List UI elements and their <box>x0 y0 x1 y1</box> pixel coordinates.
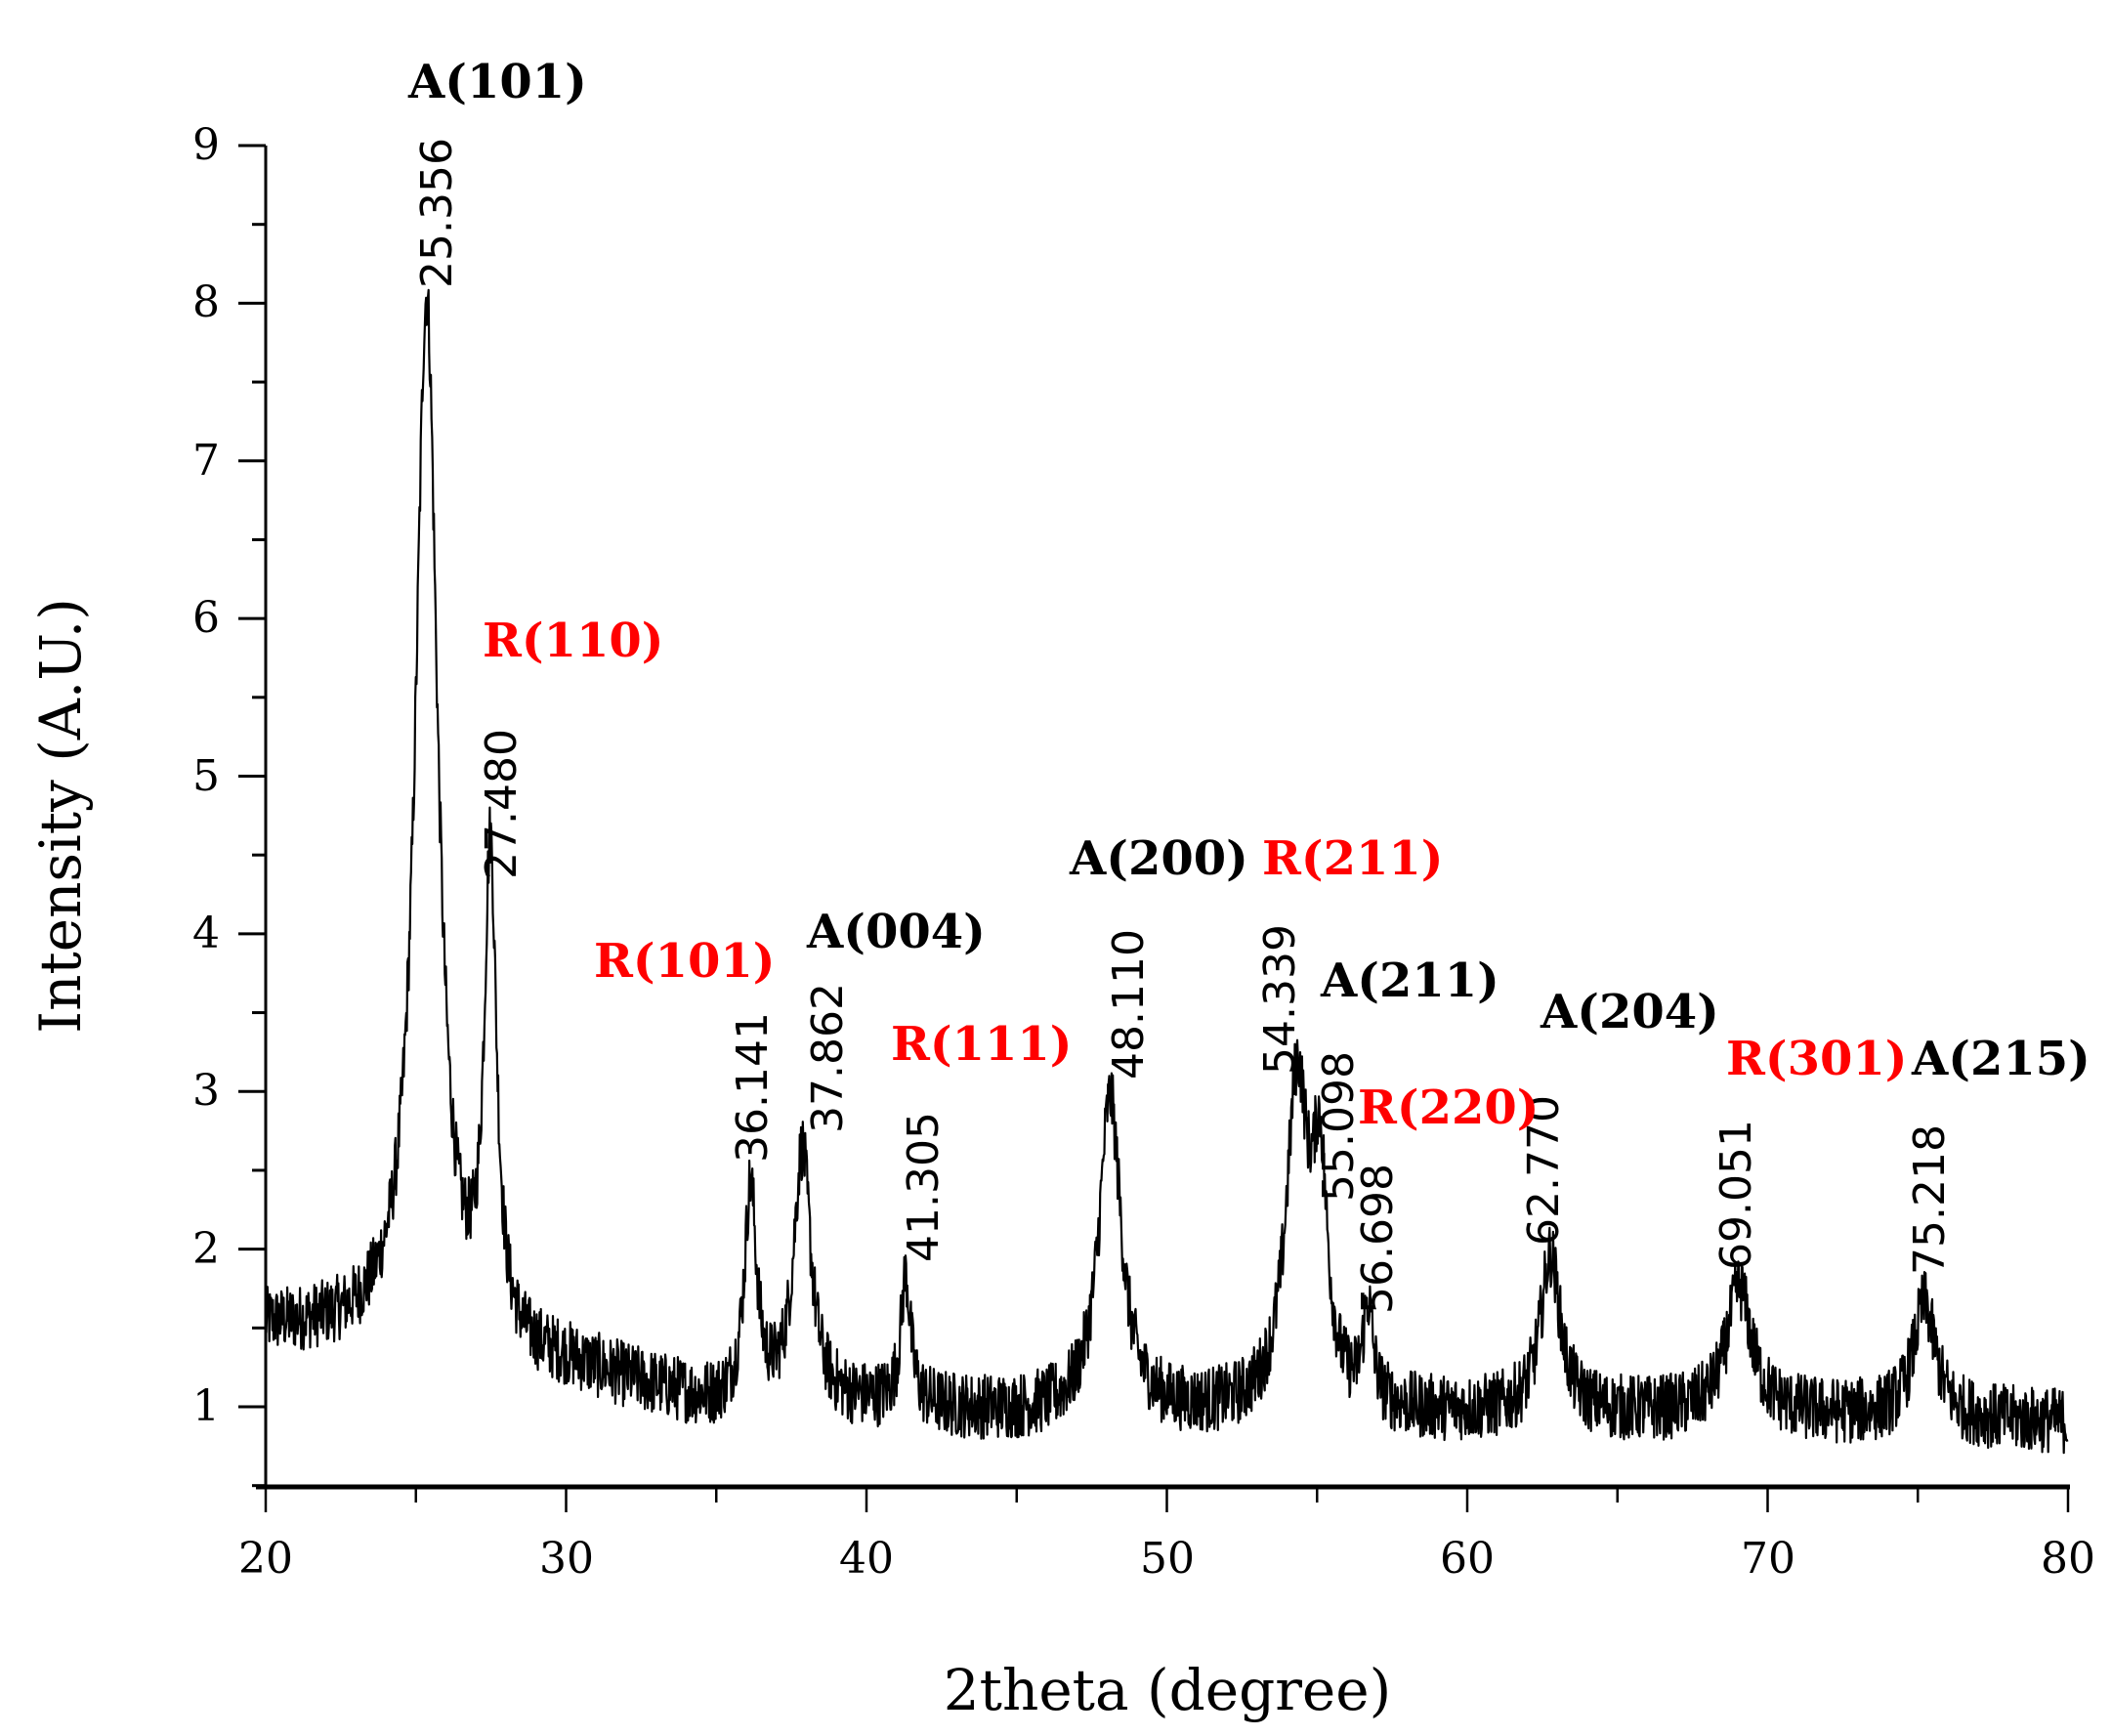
phase-label-rutile: R(211) <box>1262 831 1444 886</box>
x-tick-label: 40 <box>839 1534 894 1584</box>
y-axis <box>238 144 268 1488</box>
y-tick-label: 1 <box>192 1381 220 1431</box>
y-tick-label: 5 <box>192 751 220 801</box>
peak-position-label: 56.698 <box>1353 1164 1403 1314</box>
y-tick-label: 7 <box>192 436 220 486</box>
peak-position-label: 54.339 <box>1255 924 1305 1075</box>
x-tick-label: 80 <box>2041 1534 2095 1584</box>
x-tick-label: 30 <box>539 1534 594 1584</box>
peak-position-label: 25.356 <box>412 138 462 288</box>
y-tick-label: 6 <box>192 593 220 643</box>
phase-label-anatase: A(004) <box>806 905 986 959</box>
phase-label-rutile: R(101) <box>594 934 776 989</box>
phase-label-anatase: A(101) <box>407 55 587 109</box>
x-tick-label: 60 <box>1440 1534 1495 1584</box>
peak-position-label: 37.862 <box>803 983 853 1133</box>
x-tick-label: 20 <box>238 1534 293 1584</box>
phase-label-anatase: A(204) <box>1540 985 1719 1039</box>
phase-label-rutile: R(110) <box>483 614 664 668</box>
y-tick-label: 4 <box>192 909 220 958</box>
phase-label-anatase: A(211) <box>1320 953 1499 1008</box>
phase-label-rutile: R(111) <box>891 1017 1073 1072</box>
xrd-trace-line <box>264 288 2069 1455</box>
peak-position-label: 55.098 <box>1314 1051 1364 1202</box>
y-tick-label: 2 <box>192 1224 220 1274</box>
y-tick-label: 8 <box>192 277 220 327</box>
y-axis-title: Intensity (A.U.) <box>27 598 94 1034</box>
phase-label-anatase: A(215) <box>1911 1032 2090 1086</box>
x-axis <box>256 1484 2070 1512</box>
peak-position-label: 27.480 <box>477 729 527 879</box>
peak-position-label: 62.770 <box>1519 1095 1569 1246</box>
peak-position-label: 41.305 <box>899 1112 949 1262</box>
y-tick-label: 3 <box>192 1066 220 1116</box>
peak-position-label: 69.051 <box>1711 1120 1761 1270</box>
x-tick-label: 50 <box>1140 1534 1195 1584</box>
peak-position-label: 75.218 <box>1905 1124 1955 1275</box>
x-axis-title: 2theta (degree) <box>944 1657 1391 1723</box>
x-tick-label: 70 <box>1741 1534 1795 1584</box>
y-tick-label: 9 <box>192 120 220 170</box>
peak-position-label: 36.141 <box>728 1012 778 1163</box>
phase-label-anatase: A(200) <box>1069 831 1248 886</box>
phase-label-rutile: R(301) <box>1726 1032 1908 1086</box>
phase-label-rutile: R(220) <box>1358 1080 1540 1135</box>
peak-position-label: 48.110 <box>1104 929 1154 1080</box>
